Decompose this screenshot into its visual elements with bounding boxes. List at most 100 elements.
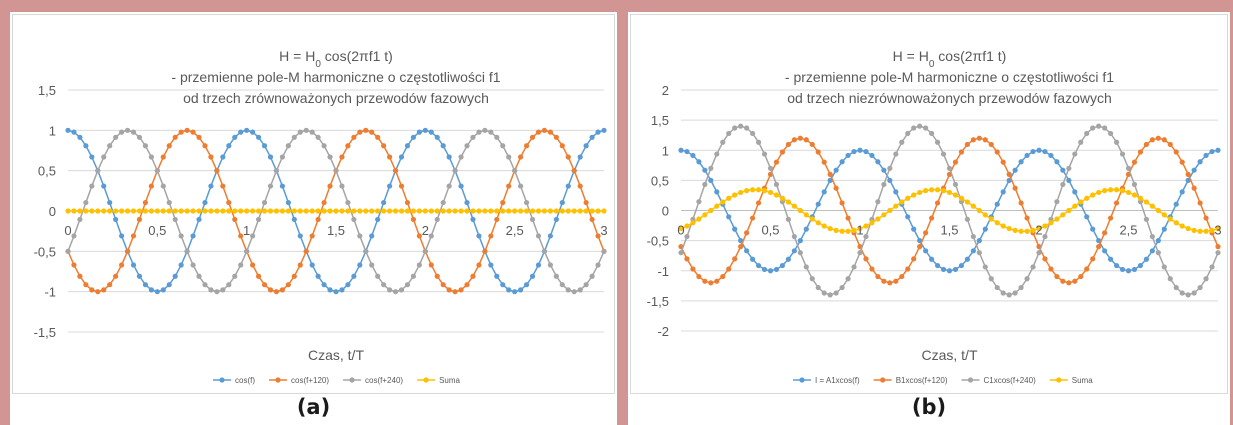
data-point <box>547 233 554 239</box>
data-point <box>452 208 458 214</box>
data-point <box>809 216 815 222</box>
data-point <box>827 292 833 298</box>
data-point <box>196 134 202 140</box>
data-point <box>923 248 929 254</box>
data-point <box>226 208 232 214</box>
data-point <box>130 208 137 214</box>
data-point <box>351 216 357 223</box>
data-point <box>696 273 702 280</box>
data-point <box>1042 148 1048 155</box>
data-point <box>923 188 929 194</box>
data-point <box>1119 188 1126 194</box>
data-point <box>250 262 256 268</box>
data-point <box>416 129 422 135</box>
x-tick-label: 1 <box>243 223 250 238</box>
data-point <box>476 262 482 268</box>
data-point <box>815 284 821 291</box>
data-point <box>464 143 470 149</box>
data-point <box>994 220 1000 226</box>
data-point <box>321 282 327 288</box>
data-point <box>130 233 137 239</box>
data-point <box>279 154 285 160</box>
data-point <box>500 282 506 288</box>
data-point <box>565 183 571 189</box>
data-point <box>357 262 363 268</box>
data-point <box>911 226 917 232</box>
data-point <box>89 287 95 293</box>
data-point <box>494 273 500 279</box>
chart-title-line3: od trzech zrównoważonych przewodów fazow… <box>183 90 489 106</box>
data-point <box>1030 227 1036 233</box>
data-point <box>220 287 226 293</box>
data-point <box>863 233 869 240</box>
data-point <box>297 233 303 239</box>
data-point <box>1072 151 1078 157</box>
data-point <box>547 262 554 268</box>
data-point <box>702 167 708 173</box>
x-axis-title: Czas, t/T <box>921 347 977 363</box>
series-1 <box>678 135 1221 286</box>
data-point <box>1197 228 1203 234</box>
data-point <box>142 282 149 288</box>
data-point <box>404 143 411 149</box>
legend-item: cos(f) <box>213 376 255 385</box>
data-point <box>523 143 530 149</box>
data-point <box>1173 284 1179 291</box>
data-point <box>267 208 274 214</box>
data-point <box>773 266 780 273</box>
data-point <box>702 212 708 218</box>
data-point <box>71 129 77 135</box>
data-point <box>547 208 554 214</box>
data-point <box>863 256 869 262</box>
data-point <box>518 287 524 293</box>
data-point <box>83 208 89 214</box>
data-point <box>917 189 923 196</box>
data-point <box>601 248 607 254</box>
data-point <box>714 203 720 209</box>
data-point <box>1149 203 1155 209</box>
y-tick-label: -1 <box>44 285 56 300</box>
data-point <box>714 278 720 284</box>
data-point <box>1161 264 1167 270</box>
data-point <box>494 134 500 140</box>
x-tick-label: 1,5 <box>940 223 958 238</box>
data-point <box>226 199 232 206</box>
data-point <box>202 282 208 288</box>
data-point <box>178 208 184 214</box>
data-point <box>232 208 238 214</box>
data-point <box>1209 264 1215 270</box>
data-point <box>208 287 214 293</box>
data-point <box>142 208 149 214</box>
data-point <box>845 228 851 234</box>
data-point <box>226 282 232 288</box>
legend-label: I = A1xcos(f) <box>815 376 860 385</box>
data-point <box>369 262 375 268</box>
data-point <box>285 199 291 206</box>
data-point <box>1084 214 1090 220</box>
data-point <box>351 134 357 140</box>
data-point <box>404 282 411 288</box>
data-point <box>381 282 387 288</box>
data-point <box>845 152 851 159</box>
data-point <box>1143 256 1149 262</box>
data-point <box>1102 125 1108 131</box>
data-point <box>911 125 917 131</box>
data-point <box>321 199 327 206</box>
legend-swatch-marker <box>275 377 281 383</box>
data-point <box>773 181 780 188</box>
data-point <box>714 189 720 195</box>
data-point <box>124 248 131 254</box>
data-point <box>202 143 208 149</box>
data-point <box>773 192 780 198</box>
data-point <box>1102 188 1108 194</box>
data-point <box>113 134 119 140</box>
data-point <box>184 208 190 214</box>
data-point <box>1042 256 1048 262</box>
y-tick-label: 2 <box>662 83 669 98</box>
data-point <box>899 273 905 280</box>
data-point <box>684 223 690 229</box>
data-point <box>964 216 970 222</box>
y-tick-label: 0 <box>662 204 669 219</box>
data-point <box>261 143 268 149</box>
data-point <box>416 208 422 214</box>
